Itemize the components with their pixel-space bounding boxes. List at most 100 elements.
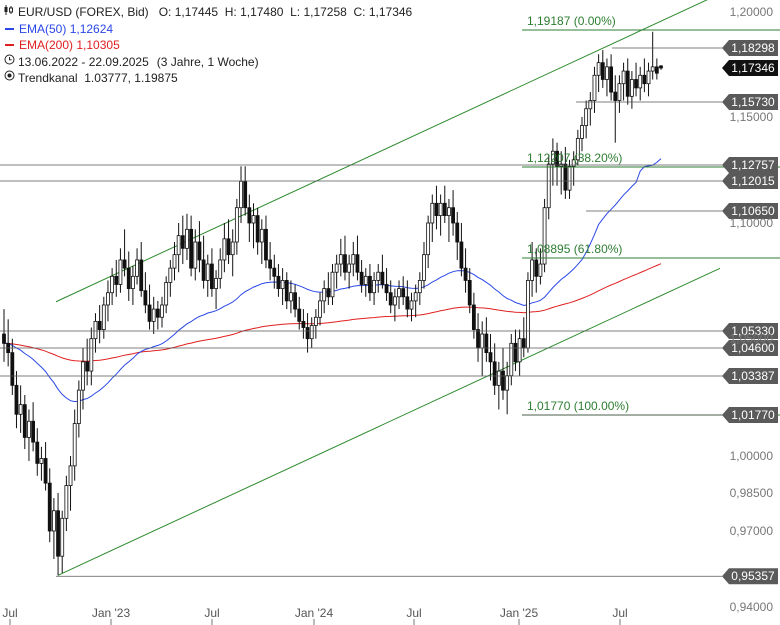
legend-date-range: 13.06.2022 - 22.09.2025 — [18, 54, 149, 69]
legend-ema200-label: EMA(200) — [19, 38, 74, 52]
price-badge-label: 1,15730 — [731, 95, 775, 109]
candle-body — [305, 327, 310, 340]
candle — [334, 254, 339, 289]
candle-body — [255, 215, 260, 243]
candle-body — [27, 420, 31, 438]
candle — [239, 166, 243, 223]
x-tick-label: Jan '25 — [500, 606, 539, 620]
legend-ema50-value: 1,12624 — [69, 21, 114, 36]
candle-body — [380, 271, 385, 285]
candle-body — [496, 370, 501, 386]
candle-body — [234, 207, 239, 243]
candle — [101, 296, 106, 339]
candle — [126, 251, 131, 301]
price-badge — [722, 173, 778, 189]
candle-body — [160, 304, 164, 318]
candle-body — [388, 292, 393, 306]
fib-label: 1,01770 (100.00%) — [527, 399, 629, 413]
candle-body — [222, 238, 227, 261]
candle — [56, 493, 60, 576]
candle-body — [247, 207, 252, 224]
candle — [455, 211, 460, 260]
candle — [442, 185, 447, 223]
candle-body — [313, 316, 318, 326]
candle — [210, 248, 214, 297]
fib-label: 1,19187 (0.00%) — [527, 14, 616, 28]
candle-body — [609, 66, 614, 93]
price-badge-label: 1,17346 — [731, 61, 775, 75]
candle-body — [106, 292, 110, 306]
candle — [447, 198, 451, 243]
candle-body — [168, 267, 173, 283]
candle — [218, 248, 223, 289]
candle-body — [114, 275, 119, 285]
candle — [613, 75, 618, 143]
candle-body — [72, 423, 77, 467]
candle-body — [226, 238, 231, 256]
candle-body — [359, 271, 364, 285]
candle — [384, 268, 389, 301]
candle — [93, 313, 98, 353]
candle-body — [463, 267, 468, 281]
candle — [313, 309, 318, 339]
price-badge-label: 1,05330 — [731, 324, 775, 338]
candle-body — [251, 215, 256, 224]
candle — [147, 284, 152, 330]
candle-body — [122, 259, 127, 269]
candle — [301, 309, 306, 339]
candle — [359, 259, 364, 293]
candle-body — [131, 275, 135, 290]
candle-body — [22, 404, 27, 438]
candle — [330, 264, 335, 305]
legend: EUR/USD (FOREX, Bid) O: 1,17445 H: 1,174… — [4, 4, 412, 87]
candle-body — [89, 338, 94, 372]
price-badge-label: 1,18298 — [731, 41, 775, 55]
candle — [580, 117, 584, 152]
candle-body — [272, 267, 277, 277]
candle — [201, 235, 206, 289]
candle-body — [438, 202, 443, 217]
candle-body — [68, 465, 73, 487]
candle — [505, 361, 510, 415]
candle — [31, 402, 36, 452]
candle-body — [218, 259, 223, 279]
candle-body — [64, 485, 69, 519]
price-badge — [722, 323, 778, 339]
candle-body — [401, 288, 406, 298]
y-tick-label: 0,97000 — [730, 524, 774, 538]
candle — [305, 313, 310, 353]
candle-body — [39, 458, 44, 464]
candle — [193, 229, 198, 281]
candle — [605, 58, 609, 97]
candle — [280, 268, 285, 305]
candle — [409, 292, 414, 322]
candle — [609, 54, 614, 101]
candle-body — [193, 241, 198, 269]
candle — [451, 190, 455, 236]
candle — [51, 498, 56, 559]
candle-body — [459, 241, 464, 269]
candle — [214, 270, 218, 310]
price-badge-label: 1,03387 — [731, 369, 775, 383]
candle-body — [534, 259, 539, 277]
candle — [347, 254, 352, 289]
y-tick-label: 0,98500 — [730, 486, 774, 500]
candle — [592, 66, 597, 113]
candle-body — [629, 79, 634, 97]
candle — [363, 268, 368, 297]
candle-body — [214, 277, 218, 290]
candle — [180, 215, 185, 265]
candle — [189, 215, 194, 277]
price-badge — [722, 94, 778, 110]
candle — [534, 248, 539, 293]
price-badge-label: 1,12015 — [731, 174, 775, 188]
candle — [513, 329, 518, 372]
candle — [243, 166, 248, 216]
candle — [484, 317, 489, 362]
candle — [293, 284, 297, 318]
candle-body — [268, 259, 273, 269]
price-badge — [722, 340, 778, 356]
candle-body — [110, 275, 115, 294]
candle — [422, 242, 426, 289]
